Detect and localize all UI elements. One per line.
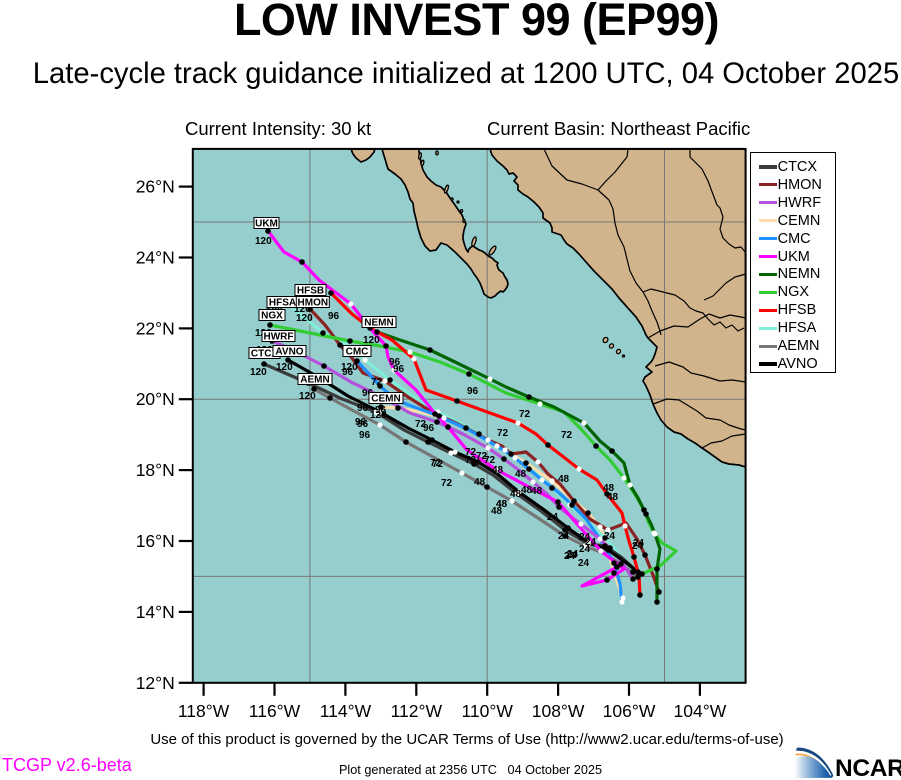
svg-text:22°N: 22°N	[136, 318, 175, 338]
svg-text:96: 96	[328, 311, 340, 322]
svg-text:72: 72	[430, 458, 442, 469]
svg-text:108°W: 108°W	[532, 701, 585, 721]
svg-text:16°N: 16°N	[136, 531, 175, 551]
svg-text:AEMN: AEMN	[300, 374, 329, 385]
svg-text:120: 120	[363, 335, 380, 346]
svg-text:114°W: 114°W	[320, 701, 372, 721]
svg-text:20°N: 20°N	[136, 389, 175, 409]
svg-text:96: 96	[467, 386, 479, 397]
svg-text:72: 72	[484, 455, 496, 466]
svg-text:24: 24	[604, 531, 616, 542]
svg-text:72: 72	[465, 447, 477, 458]
svg-text:CMC: CMC	[346, 346, 369, 357]
svg-text:96: 96	[357, 419, 369, 430]
svg-text:96: 96	[389, 357, 401, 368]
svg-text:48: 48	[474, 477, 486, 488]
svg-text:HFSB: HFSB	[297, 285, 324, 296]
svg-text:110°W: 110°W	[461, 701, 513, 721]
svg-text:48: 48	[491, 506, 503, 517]
svg-text:48: 48	[531, 486, 543, 497]
svg-text:24: 24	[633, 538, 645, 549]
svg-text:24: 24	[578, 558, 590, 569]
svg-text:120: 120	[294, 304, 311, 315]
svg-text:120: 120	[299, 391, 316, 402]
svg-text:72: 72	[371, 377, 383, 388]
svg-text:24: 24	[579, 532, 591, 543]
svg-text:48: 48	[492, 465, 504, 476]
svg-text:UKM: UKM	[255, 218, 278, 229]
svg-text:96: 96	[393, 364, 405, 375]
svg-text:48: 48	[558, 474, 570, 485]
svg-text:NEMN: NEMN	[364, 317, 393, 328]
svg-text:120: 120	[341, 362, 358, 373]
svg-text:48: 48	[515, 469, 527, 480]
svg-text:AVNO: AVNO	[275, 346, 303, 357]
svg-text:104°W: 104°W	[674, 701, 727, 721]
svg-text:48: 48	[607, 492, 619, 503]
svg-text:24: 24	[567, 549, 579, 560]
svg-text:24°N: 24°N	[136, 248, 175, 268]
svg-text:24: 24	[579, 544, 591, 555]
svg-text:14°N: 14°N	[136, 602, 175, 622]
svg-text:72: 72	[465, 455, 477, 466]
svg-text:120: 120	[296, 313, 313, 324]
svg-text:106°W: 106°W	[603, 701, 656, 721]
svg-text:48: 48	[521, 485, 533, 496]
svg-text:24: 24	[585, 537, 597, 548]
svg-text:120: 120	[370, 410, 387, 421]
svg-text:72: 72	[415, 419, 427, 430]
svg-text:120: 120	[255, 236, 272, 247]
svg-text:24: 24	[547, 512, 559, 523]
svg-text:72: 72	[432, 459, 444, 470]
svg-text:72: 72	[497, 428, 509, 439]
svg-text:48: 48	[603, 483, 615, 494]
svg-text:118°W: 118°W	[178, 701, 230, 721]
svg-text:NGX: NGX	[261, 310, 283, 321]
svg-text:72: 72	[441, 478, 453, 489]
svg-text:96: 96	[342, 367, 354, 378]
svg-text:CTCX: CTCX	[251, 348, 279, 359]
svg-text:48: 48	[510, 489, 522, 500]
svg-text:48: 48	[496, 499, 508, 510]
svg-text:24: 24	[564, 551, 576, 562]
svg-text:96: 96	[357, 403, 369, 414]
svg-text:26°N: 26°N	[136, 177, 175, 197]
svg-text:96: 96	[355, 417, 367, 428]
svg-text:NCAR: NCAR	[835, 755, 901, 780]
svg-text:96: 96	[359, 430, 371, 441]
svg-text:12°N: 12°N	[136, 673, 175, 693]
svg-text:72: 72	[476, 451, 488, 462]
svg-text:48: 48	[496, 499, 508, 510]
svg-text:96: 96	[423, 423, 435, 434]
svg-text:96: 96	[362, 388, 374, 399]
svg-text:HWRF: HWRF	[264, 331, 294, 342]
svg-text:116°W: 116°W	[249, 701, 301, 721]
svg-text:72: 72	[519, 409, 531, 420]
svg-text:120: 120	[276, 362, 293, 373]
svg-text:18°N: 18°N	[136, 460, 175, 480]
svg-text:24: 24	[566, 550, 578, 561]
svg-text:24: 24	[632, 541, 644, 552]
svg-text:112°W: 112°W	[391, 701, 443, 721]
svg-text:120: 120	[250, 367, 267, 378]
svg-text:96: 96	[375, 405, 387, 416]
svg-text:CEMN: CEMN	[371, 393, 400, 404]
svg-text:24: 24	[558, 531, 570, 542]
svg-text:72: 72	[561, 430, 573, 441]
svg-text:HMON: HMON	[298, 297, 329, 308]
svg-text:HFSA: HFSA	[269, 297, 296, 308]
